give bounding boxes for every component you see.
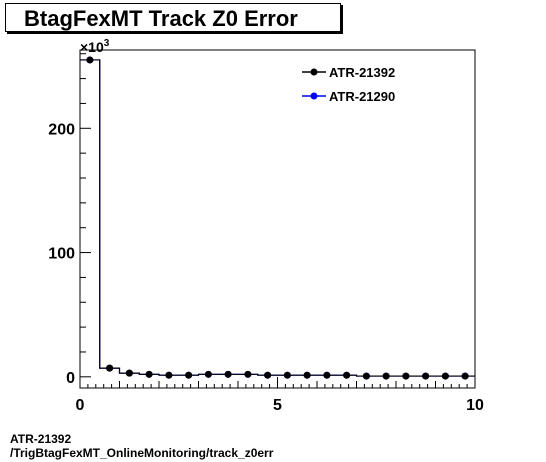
data-point bbox=[284, 372, 291, 379]
series-step-line bbox=[80, 60, 475, 376]
y-tick-label: 200 bbox=[48, 121, 75, 138]
data-point bbox=[244, 371, 251, 378]
x-tick-label: 0 bbox=[76, 397, 85, 414]
series-atr-21392 bbox=[80, 56, 475, 379]
data-point bbox=[86, 56, 93, 63]
x-tick-label: 5 bbox=[273, 397, 282, 414]
data-point bbox=[363, 373, 370, 380]
legend-label: ATR-21290 bbox=[329, 89, 395, 104]
data-point bbox=[323, 372, 330, 379]
data-point bbox=[185, 372, 192, 379]
y-multiplier-exponent: 3 bbox=[104, 38, 110, 49]
data-point bbox=[146, 371, 153, 378]
series-layer bbox=[80, 56, 475, 379]
legend-marker bbox=[311, 69, 318, 76]
legend-label: ATR-21392 bbox=[329, 65, 395, 80]
plot-frame bbox=[80, 50, 475, 388]
footer-run-label: ATR-21392 bbox=[10, 432, 71, 446]
y-tick-label: 100 bbox=[48, 246, 75, 263]
series-atr-21290 bbox=[80, 56, 475, 379]
x-tick-label: 10 bbox=[466, 397, 484, 414]
data-point bbox=[304, 372, 311, 379]
data-point bbox=[264, 372, 271, 379]
data-point bbox=[106, 365, 113, 372]
data-point bbox=[165, 372, 172, 379]
legend: ATR-21392 ATR-21290 bbox=[302, 65, 395, 104]
data-point bbox=[343, 372, 350, 379]
series-step-line bbox=[80, 60, 475, 376]
data-point bbox=[402, 373, 409, 380]
data-point bbox=[422, 373, 429, 380]
data-point bbox=[205, 371, 212, 378]
legend-marker bbox=[311, 93, 318, 100]
y-tick-label: 0 bbox=[66, 370, 75, 387]
y-multiplier-base: ×10 bbox=[80, 39, 104, 55]
data-point bbox=[126, 370, 133, 377]
y-multiplier-label: ×103 bbox=[80, 38, 110, 55]
data-point bbox=[383, 373, 390, 380]
data-point bbox=[225, 371, 232, 378]
data-point bbox=[462, 373, 469, 380]
data-point bbox=[442, 373, 449, 380]
footer-path-label: /TrigBtagFexMT_OnlineMonitoring/track_z0… bbox=[10, 446, 273, 460]
